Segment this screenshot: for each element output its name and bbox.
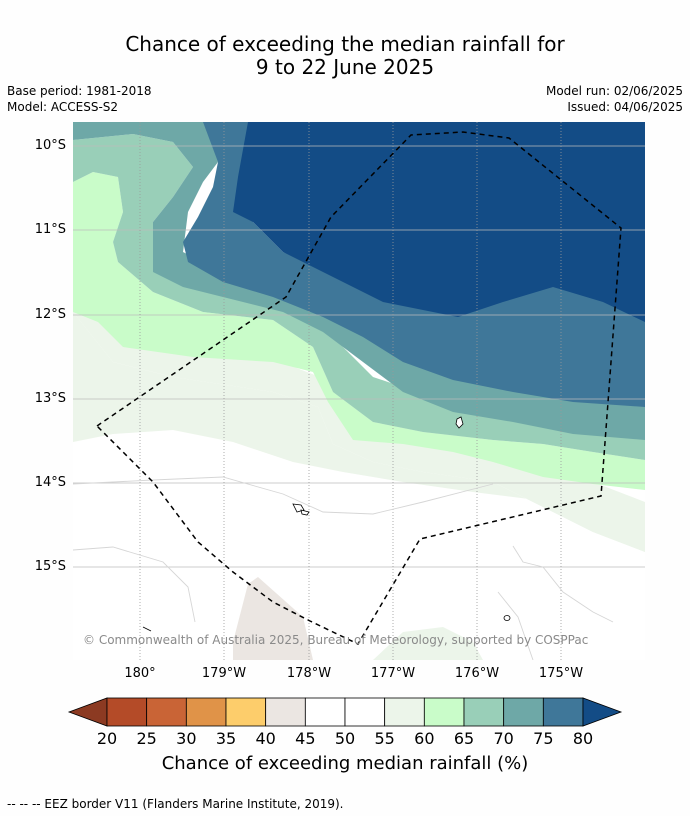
colorbar: [67, 697, 623, 727]
colorbar-tick-label: 20: [96, 729, 118, 748]
colorbar-tick-label: 80: [572, 729, 594, 748]
colorbar-tick-label: 45: [295, 729, 316, 748]
lat-label-13s: 13°S: [34, 391, 66, 406]
colorbar-segment: [542, 697, 584, 727]
colorbar-segment: [106, 697, 148, 727]
model-name: Model: ACCESS-S2: [7, 100, 119, 114]
colorbar-segment: [185, 697, 227, 727]
colorbar-tick-label: 70: [493, 729, 514, 748]
colorbar-segment: [304, 697, 346, 727]
lat-label-10s: 10°S: [34, 138, 66, 153]
colorbar-extend-high: [582, 697, 623, 727]
colorbar-tick-label: 25: [136, 729, 157, 748]
band-55-60-patch: [373, 627, 483, 660]
colorbar-segment: [225, 697, 267, 727]
colorbar-segment: [423, 697, 465, 727]
map-title-line1: Chance of exceeding the median rainfall …: [125, 32, 565, 56]
colorbar-segment: [384, 697, 425, 727]
band-80-plus: [233, 122, 645, 322]
colorbar-tick-label: 50: [334, 729, 356, 748]
map-svg: [73, 122, 645, 660]
colorbar-tick-label: 55: [374, 729, 395, 748]
issued-date: Issued: 04/06/2025: [567, 100, 683, 114]
colorbar-segment: [146, 697, 187, 727]
rainfall-map: © Commonwealth of Australia 2025, Bureau…: [73, 122, 645, 660]
lon-label-178w: 178°W: [286, 666, 332, 681]
lon-label-176w: 176°W: [454, 666, 500, 681]
colorbar-tick-label: 35: [215, 729, 237, 748]
lat-label-15s: 15°S: [34, 559, 66, 574]
band-55-60: [73, 312, 645, 552]
eez-legend-note: -- -- -- EEZ border V11 (Flanders Marine…: [7, 797, 344, 811]
colorbar-tick-label: 30: [176, 729, 197, 748]
colorbar-segment: [344, 697, 386, 727]
colorbar-segment: [463, 697, 505, 727]
lat-label-11s: 11°S: [34, 222, 66, 237]
map-title-line2: 9 to 22 June 2025: [255, 55, 435, 79]
eez-border: [95, 131, 622, 645]
lat-label-14s: 14°S: [34, 475, 66, 490]
islands: [142, 416, 511, 632]
band-70-75: [73, 122, 645, 440]
colorbar-segment: [503, 697, 544, 727]
lon-label-177w: 177°W: [370, 666, 416, 681]
base-period: Base period: 1981-2018: [7, 84, 152, 98]
contour-lines: [73, 476, 614, 660]
colorbar-tick-label: 60: [414, 729, 435, 748]
band-75-80: [183, 122, 645, 407]
band-45-50-patch: [233, 577, 313, 660]
lon-label-180: 180°: [124, 666, 156, 681]
colorbar-segment: [265, 697, 306, 727]
lat-label-12s: 12°S: [34, 307, 66, 322]
lon-label-175w: 175°W: [538, 666, 584, 681]
copyright-text: © Commonwealth of Australia 2025, Bureau…: [83, 633, 589, 647]
colorbar-extend-low: [67, 697, 108, 727]
band-60-65: [73, 172, 645, 490]
colorbar-tick-label: 40: [255, 729, 276, 748]
colorbar-tick-label: 65: [453, 729, 475, 748]
colorbar-label: Chance of exceeding median rainfall (%): [161, 753, 529, 774]
colorbar-tick-label: 75: [533, 729, 554, 748]
model-run: Model run: 02/06/2025: [545, 84, 683, 98]
lon-label-179w: 179°W: [201, 666, 247, 681]
